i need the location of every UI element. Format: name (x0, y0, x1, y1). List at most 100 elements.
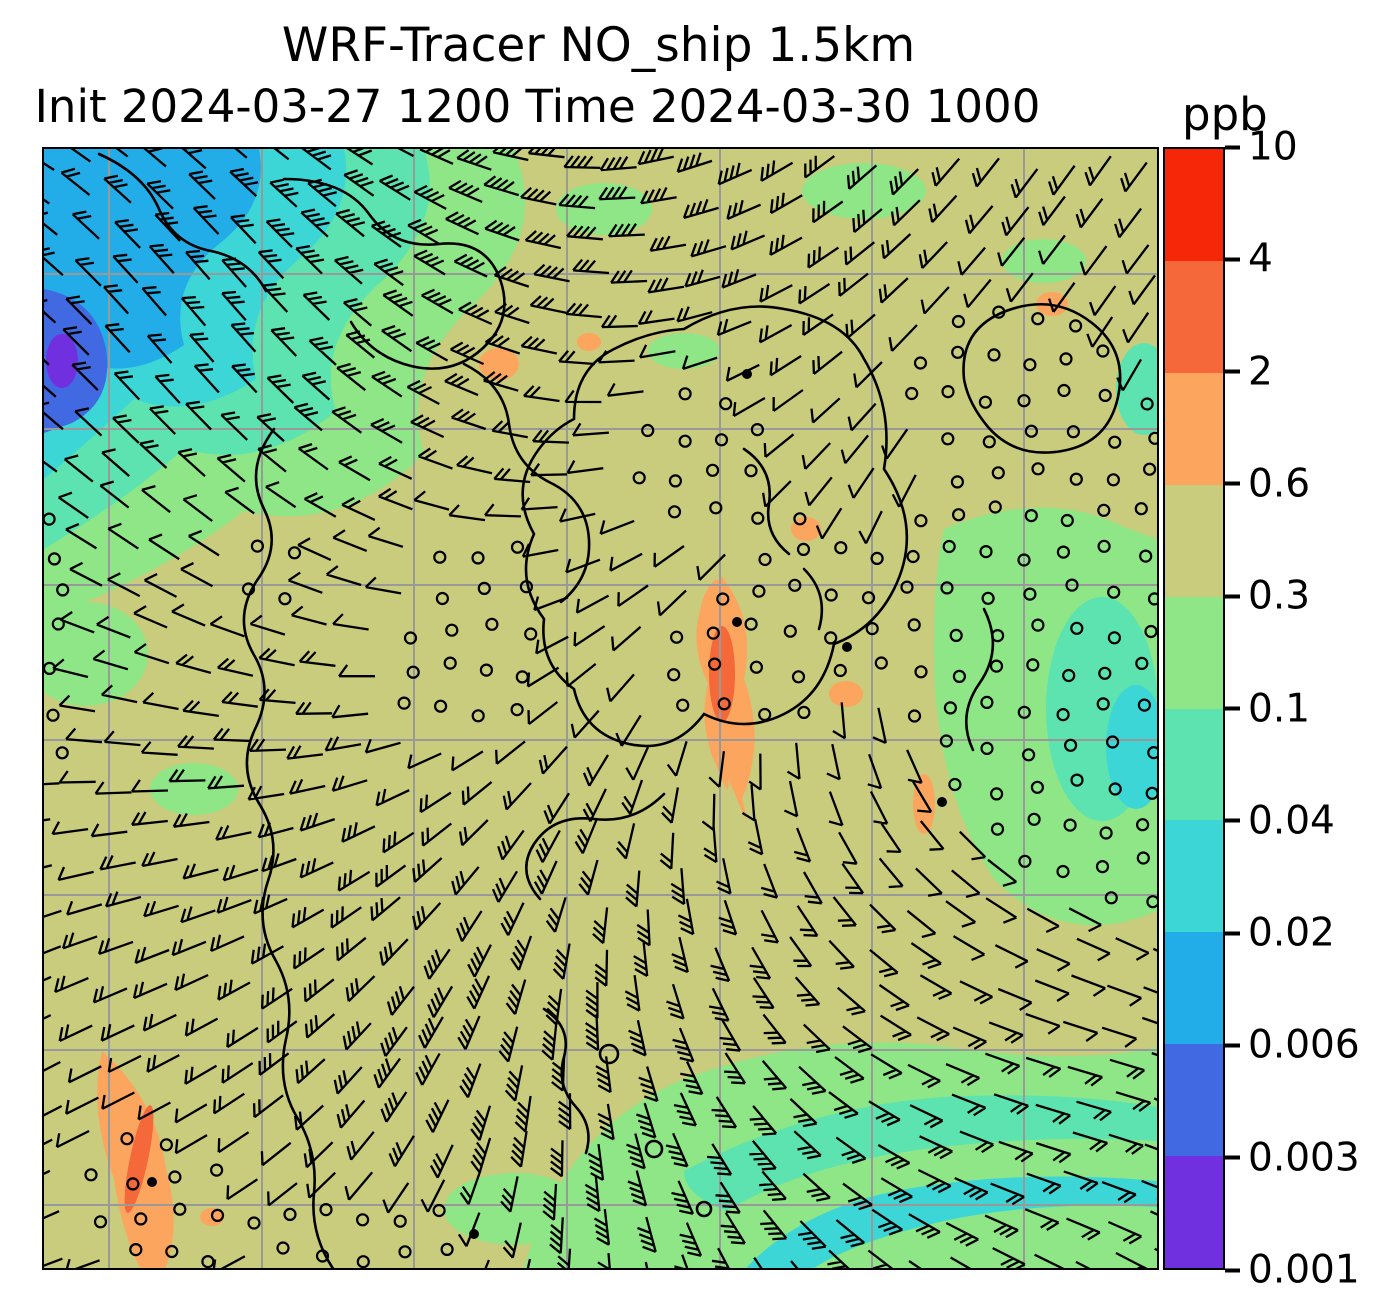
colorbar-tickmark (1225, 1043, 1240, 1048)
calm-wind-circle (705, 463, 720, 477)
calm-wind-circle (744, 617, 758, 631)
calm-wind-circle (1070, 621, 1084, 635)
calm-wind-circle (989, 787, 1004, 801)
colorbar-tickmark (1225, 1155, 1240, 1160)
colorbar-segment-4-10 (1165, 149, 1223, 261)
calm-wind-circle (1098, 388, 1112, 402)
calm-wind-circle (1135, 656, 1149, 671)
calm-wind-circle (126, 1177, 140, 1191)
colorbar-tick-4: 4 (1225, 237, 1273, 282)
colorbar-tick-label: 4 (1248, 236, 1273, 282)
calm-wind-circle (433, 550, 447, 564)
calm-wind-circle (1148, 431, 1157, 445)
calm-wind-circle (751, 511, 765, 525)
calm-wind-circle (981, 591, 995, 605)
calm-wind-circle (440, 1242, 454, 1257)
calm-wind-circle (1063, 818, 1077, 832)
calm-wind-circle (210, 1208, 225, 1223)
fill-green-patch (44, 602, 148, 706)
calm-wind-circle (988, 500, 1002, 514)
calm-wind-circle (1021, 748, 1036, 762)
calm-wind-circle (1108, 782, 1122, 796)
calm-wind-circle (1097, 539, 1111, 553)
calm-wind-circle (1146, 895, 1157, 909)
calm-wind-circle (951, 345, 965, 359)
island (695, 1200, 713, 1218)
calm-wind-circle (667, 668, 681, 682)
calm-wind-circle (874, 656, 888, 670)
calm-wind-circle (907, 709, 922, 723)
calm-wind-circle (1065, 578, 1079, 592)
calm-wind-circle (510, 702, 524, 717)
calm-wind-circle (1018, 854, 1032, 868)
calm-wind-circle (1031, 618, 1045, 632)
wind-barbs (44, 149, 1157, 1268)
calm-wind-circle (278, 592, 292, 606)
colorbar-tick-label: 10 (1248, 124, 1298, 170)
colorbar-segment-0.02-0.04 (1165, 820, 1223, 933)
calm-wind-circle (906, 549, 920, 564)
calm-wind-circle (824, 631, 838, 645)
colorbar-tick-label: 2 (1248, 349, 1273, 395)
calm-wind-circle (990, 822, 1005, 836)
calm-wind-circle (1104, 891, 1118, 905)
calm-wind-circle (134, 1212, 148, 1226)
calm-wind-circle (201, 1255, 215, 1268)
calm-wind-circle (1147, 746, 1157, 760)
calm-wind-circle (668, 474, 683, 488)
fill-sw-deep-orange (124, 1105, 154, 1213)
calm-wind-circle (943, 701, 958, 715)
calm-wind-circle (1023, 358, 1037, 372)
calm-wind-circle (1023, 587, 1037, 601)
colorbar-tickmark (1225, 818, 1240, 823)
calm-wind-circle (241, 582, 256, 596)
calm-wind-circle (948, 777, 962, 792)
calm-wind-circle (1026, 658, 1040, 672)
calm-wind-circle (1097, 503, 1111, 517)
calm-wind-circle (714, 433, 729, 447)
station-dot (469, 1229, 479, 1239)
calm-wind-circle (641, 423, 655, 438)
calm-wind-circle (445, 623, 459, 637)
calm-wind-circle (1062, 668, 1076, 683)
colorbar-segment-2-4 (1165, 260, 1223, 373)
colorbar-tick-label: 0.006 (1248, 1022, 1360, 1068)
calm-wind-circle (783, 624, 797, 638)
coastline-south (524, 792, 666, 901)
calm-wind-circle (356, 1255, 370, 1268)
colorbar-segment-0.003-0.006 (1165, 1044, 1223, 1157)
colorbar-tick-0.04: 0.04 (1225, 798, 1335, 843)
calm-wind-circle (1098, 666, 1112, 680)
calm-wind-circle (980, 741, 994, 756)
calm-wind-circle (1060, 513, 1074, 528)
colorbar-segment-0.3-0.6 (1165, 484, 1223, 597)
calm-wind-circle (949, 628, 963, 642)
calm-wind-circle (914, 514, 928, 528)
fill-nw-violet (46, 334, 78, 388)
coastline-detail (964, 607, 995, 752)
calm-wind-circle (1069, 472, 1083, 486)
colorbar-tick-0.003: 0.003 (1225, 1135, 1360, 1180)
calm-wind-circle (1024, 509, 1038, 523)
calm-wind-circle (84, 1168, 98, 1182)
calm-wind-circle (632, 471, 646, 485)
fill-green-patch (444, 1173, 584, 1245)
calm-wind-circle (951, 314, 966, 329)
calm-wind-circle (250, 539, 264, 553)
colorbar-tick-10: 10 (1225, 125, 1298, 170)
calm-wind-circle (406, 665, 420, 679)
calm-wind-circle (865, 622, 879, 636)
colorbar-tickmark (1225, 931, 1240, 936)
wind-barb-strokes (44, 149, 1157, 1268)
calm-wind-circle (44, 512, 56, 526)
calm-wind-circle (120, 1132, 134, 1146)
colorbar-tick-label: 0.1 (1248, 686, 1311, 731)
calm-wind-circle (397, 696, 411, 710)
calm-wind-circle (210, 1163, 224, 1177)
calm-wind-circle (870, 551, 884, 565)
calm-wind-circle (987, 348, 1001, 362)
calm-wind-circle (393, 1214, 407, 1228)
colorbar-segment-0.6-2 (1165, 372, 1223, 485)
calm-wind-circle (717, 697, 731, 711)
